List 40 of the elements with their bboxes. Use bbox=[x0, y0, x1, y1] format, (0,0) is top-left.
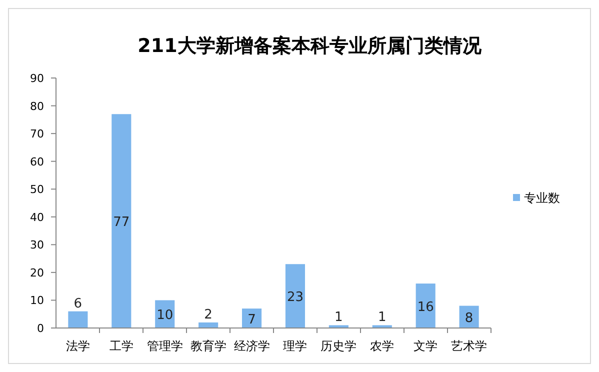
bar bbox=[112, 114, 132, 328]
y-tick-label: 20 bbox=[30, 266, 44, 280]
y-tick-label: 90 bbox=[30, 72, 44, 85]
y-tick-label: 60 bbox=[30, 155, 44, 168]
chart-title: 211大学新增备案本科专业所属门类情况 bbox=[138, 35, 482, 57]
data-label: 7 bbox=[248, 312, 256, 328]
bar bbox=[416, 284, 436, 328]
x-tick-label: 教育学 bbox=[190, 339, 226, 353]
x-tick-label: 工学 bbox=[109, 339, 134, 353]
x-tick-label: 理学 bbox=[283, 339, 308, 353]
x-tick-label: 经济学 bbox=[234, 339, 270, 353]
x-tick-label: 历史学 bbox=[320, 339, 357, 353]
data-label: 6 bbox=[74, 296, 82, 312]
y-tick-label: 0 bbox=[37, 322, 44, 335]
bar bbox=[285, 264, 306, 328]
data-label: 23 bbox=[286, 290, 304, 306]
y-tick-label: 40 bbox=[30, 210, 44, 224]
data-label: 10 bbox=[156, 308, 174, 324]
y-tick-label: 50 bbox=[30, 183, 44, 196]
x-tick-label: 法学 bbox=[66, 339, 90, 353]
y-tick-label: 70 bbox=[30, 128, 44, 141]
x-tick-label: 管理学 bbox=[146, 339, 183, 353]
y-tick-label: 30 bbox=[30, 238, 44, 252]
bar bbox=[68, 311, 88, 328]
bar bbox=[242, 308, 262, 328]
bar bbox=[328, 325, 348, 328]
data-label: 16 bbox=[417, 300, 434, 315]
y-tick-label: 10 bbox=[30, 294, 44, 308]
x-tick-label: 文学 bbox=[414, 339, 438, 353]
y-tick-label: 80 bbox=[30, 100, 44, 113]
data-label: 1 bbox=[334, 310, 343, 326]
x-tick-label: 农学 bbox=[370, 339, 394, 353]
legend-label: 专业数 bbox=[524, 191, 560, 205]
bar bbox=[372, 325, 392, 328]
bar bbox=[198, 322, 218, 328]
data-label: 77 bbox=[113, 215, 130, 230]
data-label: 2 bbox=[204, 307, 212, 322]
x-tick-label: 艺术学 bbox=[451, 339, 488, 353]
data-label: 1 bbox=[378, 310, 386, 326]
data-label: 8 bbox=[464, 310, 474, 326]
